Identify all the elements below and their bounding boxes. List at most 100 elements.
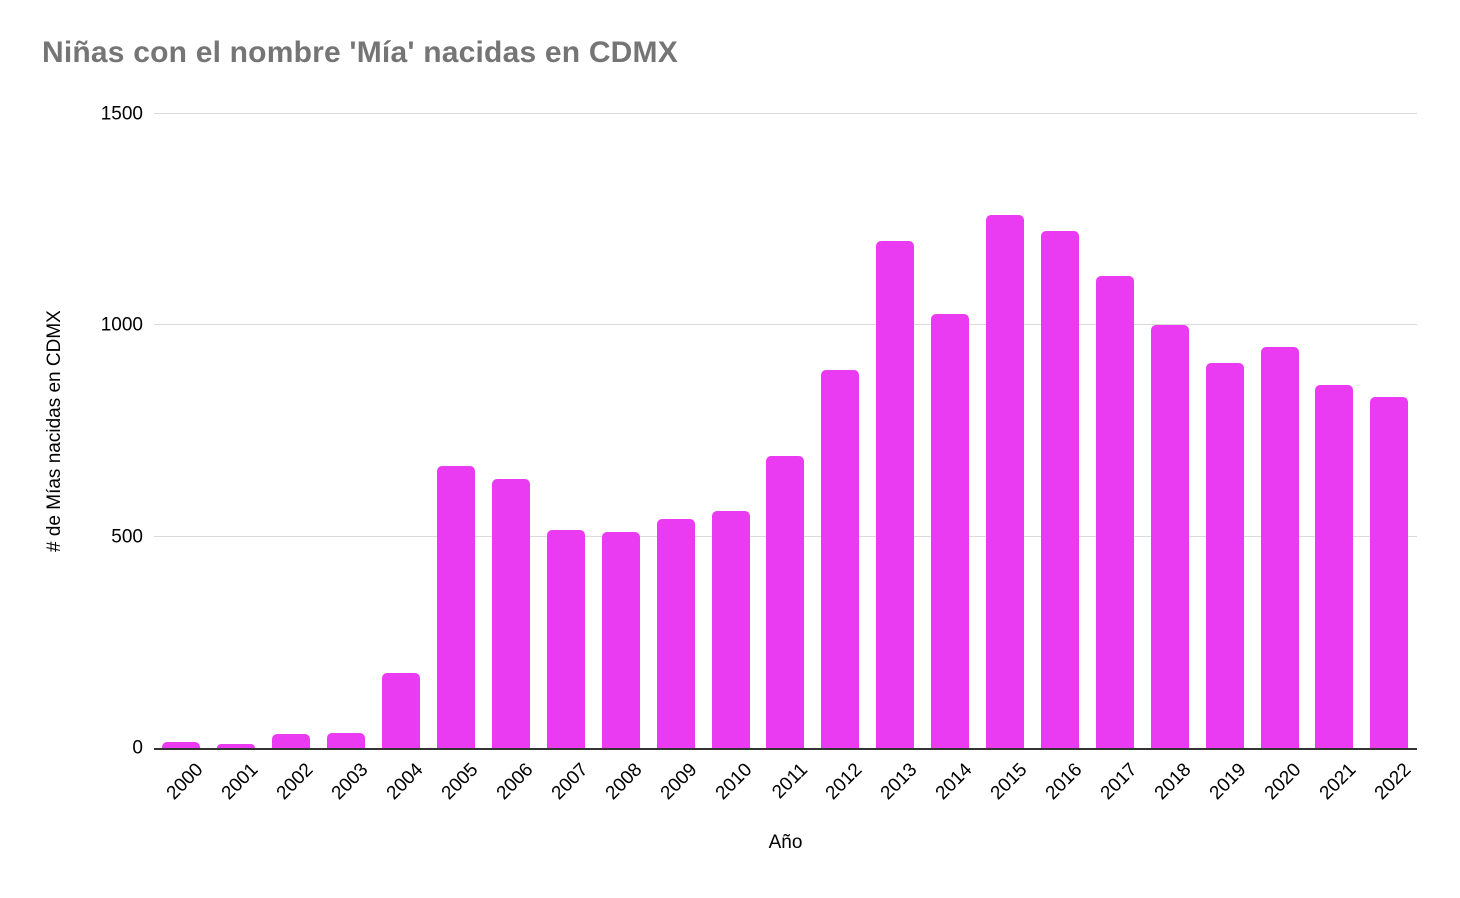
x-tick-slot: 2004 <box>374 750 429 820</box>
x-tick-slot: 2002 <box>264 750 319 820</box>
x-tick-slot: 2003 <box>319 750 374 820</box>
x-tick-slot: 2019 <box>1197 750 1252 820</box>
bars <box>154 114 1417 748</box>
x-tick-label: 2012 <box>821 759 867 805</box>
x-tick-label: 2013 <box>876 759 922 805</box>
x-tick-label: 2007 <box>547 759 592 805</box>
bar-2021 <box>1315 385 1354 748</box>
x-tick-slot: 2008 <box>593 750 648 820</box>
x-tick-slot: 2017 <box>1087 750 1142 820</box>
x-tick-slot: 2010 <box>703 750 758 820</box>
bar-2005 <box>436 465 475 748</box>
x-tick-label: 2010 <box>711 759 757 805</box>
x-tick-label: 2022 <box>1370 759 1416 805</box>
bar-2012 <box>821 370 860 748</box>
bar-2017 <box>1095 276 1134 748</box>
x-tick-label: 2016 <box>1041 759 1087 805</box>
x-tick-label: 2004 <box>382 759 428 805</box>
bar-slot <box>1087 114 1142 748</box>
bar-2003 <box>327 732 366 748</box>
x-tick-label: 2002 <box>272 759 318 805</box>
x-tick-label: 2003 <box>327 759 373 805</box>
bar-2014 <box>931 314 970 748</box>
x-tick-slot: 2022 <box>1362 750 1417 820</box>
x-tick-label: 2009 <box>657 759 702 805</box>
bar-2020 <box>1260 346 1299 748</box>
x-tick-slot: 2006 <box>483 750 538 820</box>
chart-title: Niñas con el nombre 'Mía' nacidas en CDM… <box>42 36 678 69</box>
bar-2008 <box>601 532 640 748</box>
bar-2009 <box>656 518 695 748</box>
bar-slot <box>758 114 813 748</box>
bar-slot <box>648 114 703 748</box>
bar-2007 <box>546 530 585 748</box>
x-tick-slot: 2001 <box>209 750 264 820</box>
bar-slot <box>1362 114 1417 748</box>
x-tick-slot: 2009 <box>648 750 703 820</box>
bar-2011 <box>766 456 805 748</box>
x-tick-slot: 2014 <box>923 750 978 820</box>
bar-2001 <box>217 743 256 748</box>
bar-slot <box>319 114 374 748</box>
y-tick-label: 500 <box>111 526 143 548</box>
bar-2006 <box>491 478 530 748</box>
bar-slot <box>923 114 978 748</box>
bar-slot <box>868 114 923 748</box>
x-tick-label: 2014 <box>931 759 977 805</box>
bar-slot <box>264 114 319 748</box>
x-tick-slot: 2011 <box>758 750 813 820</box>
bar-2002 <box>272 733 311 748</box>
bar-2022 <box>1370 396 1409 748</box>
x-tick-slot: 2021 <box>1307 750 1362 820</box>
x-tick-label: 2000 <box>162 759 208 805</box>
x-tick-slot: 2020 <box>1252 750 1307 820</box>
x-tick-slot: 2016 <box>1033 750 1088 820</box>
x-tick-slot: 2015 <box>978 750 1033 820</box>
y-tick-label: 0 <box>132 737 143 759</box>
bar-slot <box>374 114 429 748</box>
x-tick-label: 2019 <box>1206 759 1251 805</box>
x-tick-label: 2021 <box>1315 759 1361 805</box>
y-axis-ticks: 0 500 1000 1500 <box>0 105 143 758</box>
gridline <box>154 324 1417 326</box>
bar-slot <box>1252 114 1307 748</box>
bar-2019 <box>1205 362 1244 748</box>
x-tick-label: 2008 <box>602 759 647 805</box>
y-tick-label: 1000 <box>100 314 143 336</box>
bar-2010 <box>711 511 750 748</box>
x-tick-slot: 2000 <box>154 750 209 820</box>
x-tick-label: 2011 <box>767 759 812 804</box>
bar-slot <box>593 114 648 748</box>
x-tick-label: 2018 <box>1151 759 1196 805</box>
bar-slot <box>978 114 1033 748</box>
bar-2000 <box>162 741 201 748</box>
bar-slot <box>538 114 593 748</box>
x-tick-slot: 2005 <box>429 750 484 820</box>
x-tick-label: 2006 <box>492 759 538 805</box>
x-axis-ticks: 2000 2001 2002 2003 2004 2005 2006 2007 2008 2009… <box>154 750 1417 820</box>
bar-2004 <box>382 672 421 748</box>
x-tick-slot: 2013 <box>868 750 923 820</box>
y-tick-label: 1500 <box>100 103 143 125</box>
bar-slot <box>813 114 868 748</box>
x-tick-label: 2001 <box>217 759 263 805</box>
bar-slot <box>1142 114 1197 748</box>
bar-2013 <box>876 240 915 748</box>
x-tick-slot: 2007 <box>538 750 593 820</box>
x-tick-slot: 2012 <box>813 750 868 820</box>
x-tick-label: 2020 <box>1260 759 1306 805</box>
x-tick-label: 2017 <box>1096 759 1142 805</box>
bar-slot <box>1197 114 1252 748</box>
x-tick-slot: 2018 <box>1142 750 1197 820</box>
bar-slot <box>483 114 538 748</box>
x-tick-label: 2005 <box>437 759 483 805</box>
gridline <box>154 113 1417 114</box>
plot-area <box>154 113 1417 750</box>
bar-slot <box>1307 114 1362 748</box>
bar-slot <box>209 114 264 748</box>
x-tick-label: 2015 <box>986 759 1032 805</box>
bar-2015 <box>986 214 1025 748</box>
bar-2016 <box>1040 230 1079 748</box>
bar-slot <box>1033 114 1088 748</box>
